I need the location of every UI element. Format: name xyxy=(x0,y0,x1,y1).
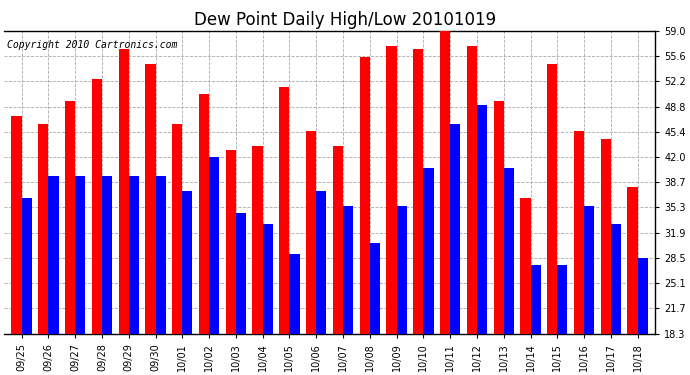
Bar xyxy=(558,265,567,375)
Bar xyxy=(601,139,611,375)
Bar xyxy=(397,206,406,375)
Bar xyxy=(386,46,397,375)
Bar xyxy=(504,168,514,375)
Bar xyxy=(226,150,236,375)
Bar xyxy=(199,94,209,375)
Bar xyxy=(289,254,299,375)
Text: Copyright 2010 Cartronics.com: Copyright 2010 Cartronics.com xyxy=(8,40,178,50)
Bar xyxy=(413,49,424,375)
Bar xyxy=(38,124,48,375)
Bar xyxy=(584,206,594,375)
Bar xyxy=(611,224,621,375)
Bar xyxy=(119,49,129,375)
Bar xyxy=(155,176,166,375)
Bar xyxy=(450,124,460,375)
Bar xyxy=(21,198,32,375)
Bar xyxy=(477,105,487,375)
Bar xyxy=(638,258,648,375)
Bar xyxy=(253,146,263,375)
Text: Dew Point Daily High/Low 20101019: Dew Point Daily High/Low 20101019 xyxy=(194,11,496,29)
Bar xyxy=(333,146,343,375)
Bar xyxy=(370,243,380,375)
Bar xyxy=(209,157,219,375)
Bar xyxy=(306,131,316,375)
Bar xyxy=(75,176,86,375)
Bar xyxy=(627,187,638,375)
Bar xyxy=(172,124,182,375)
Bar xyxy=(520,198,531,375)
Bar xyxy=(102,176,112,375)
Bar xyxy=(493,101,504,375)
Bar xyxy=(12,116,21,375)
Bar xyxy=(182,191,193,375)
Bar xyxy=(547,64,558,375)
Bar xyxy=(466,46,477,375)
Bar xyxy=(48,176,59,375)
Bar xyxy=(574,131,584,375)
Bar xyxy=(531,265,541,375)
Bar xyxy=(359,57,370,375)
Bar xyxy=(440,27,450,375)
Bar xyxy=(65,101,75,375)
Bar xyxy=(263,224,273,375)
Bar xyxy=(316,191,326,375)
Bar xyxy=(424,168,433,375)
Bar xyxy=(129,176,139,375)
Bar xyxy=(279,87,289,375)
Bar xyxy=(236,213,246,375)
Bar xyxy=(343,206,353,375)
Bar xyxy=(92,79,102,375)
Bar xyxy=(146,64,155,375)
